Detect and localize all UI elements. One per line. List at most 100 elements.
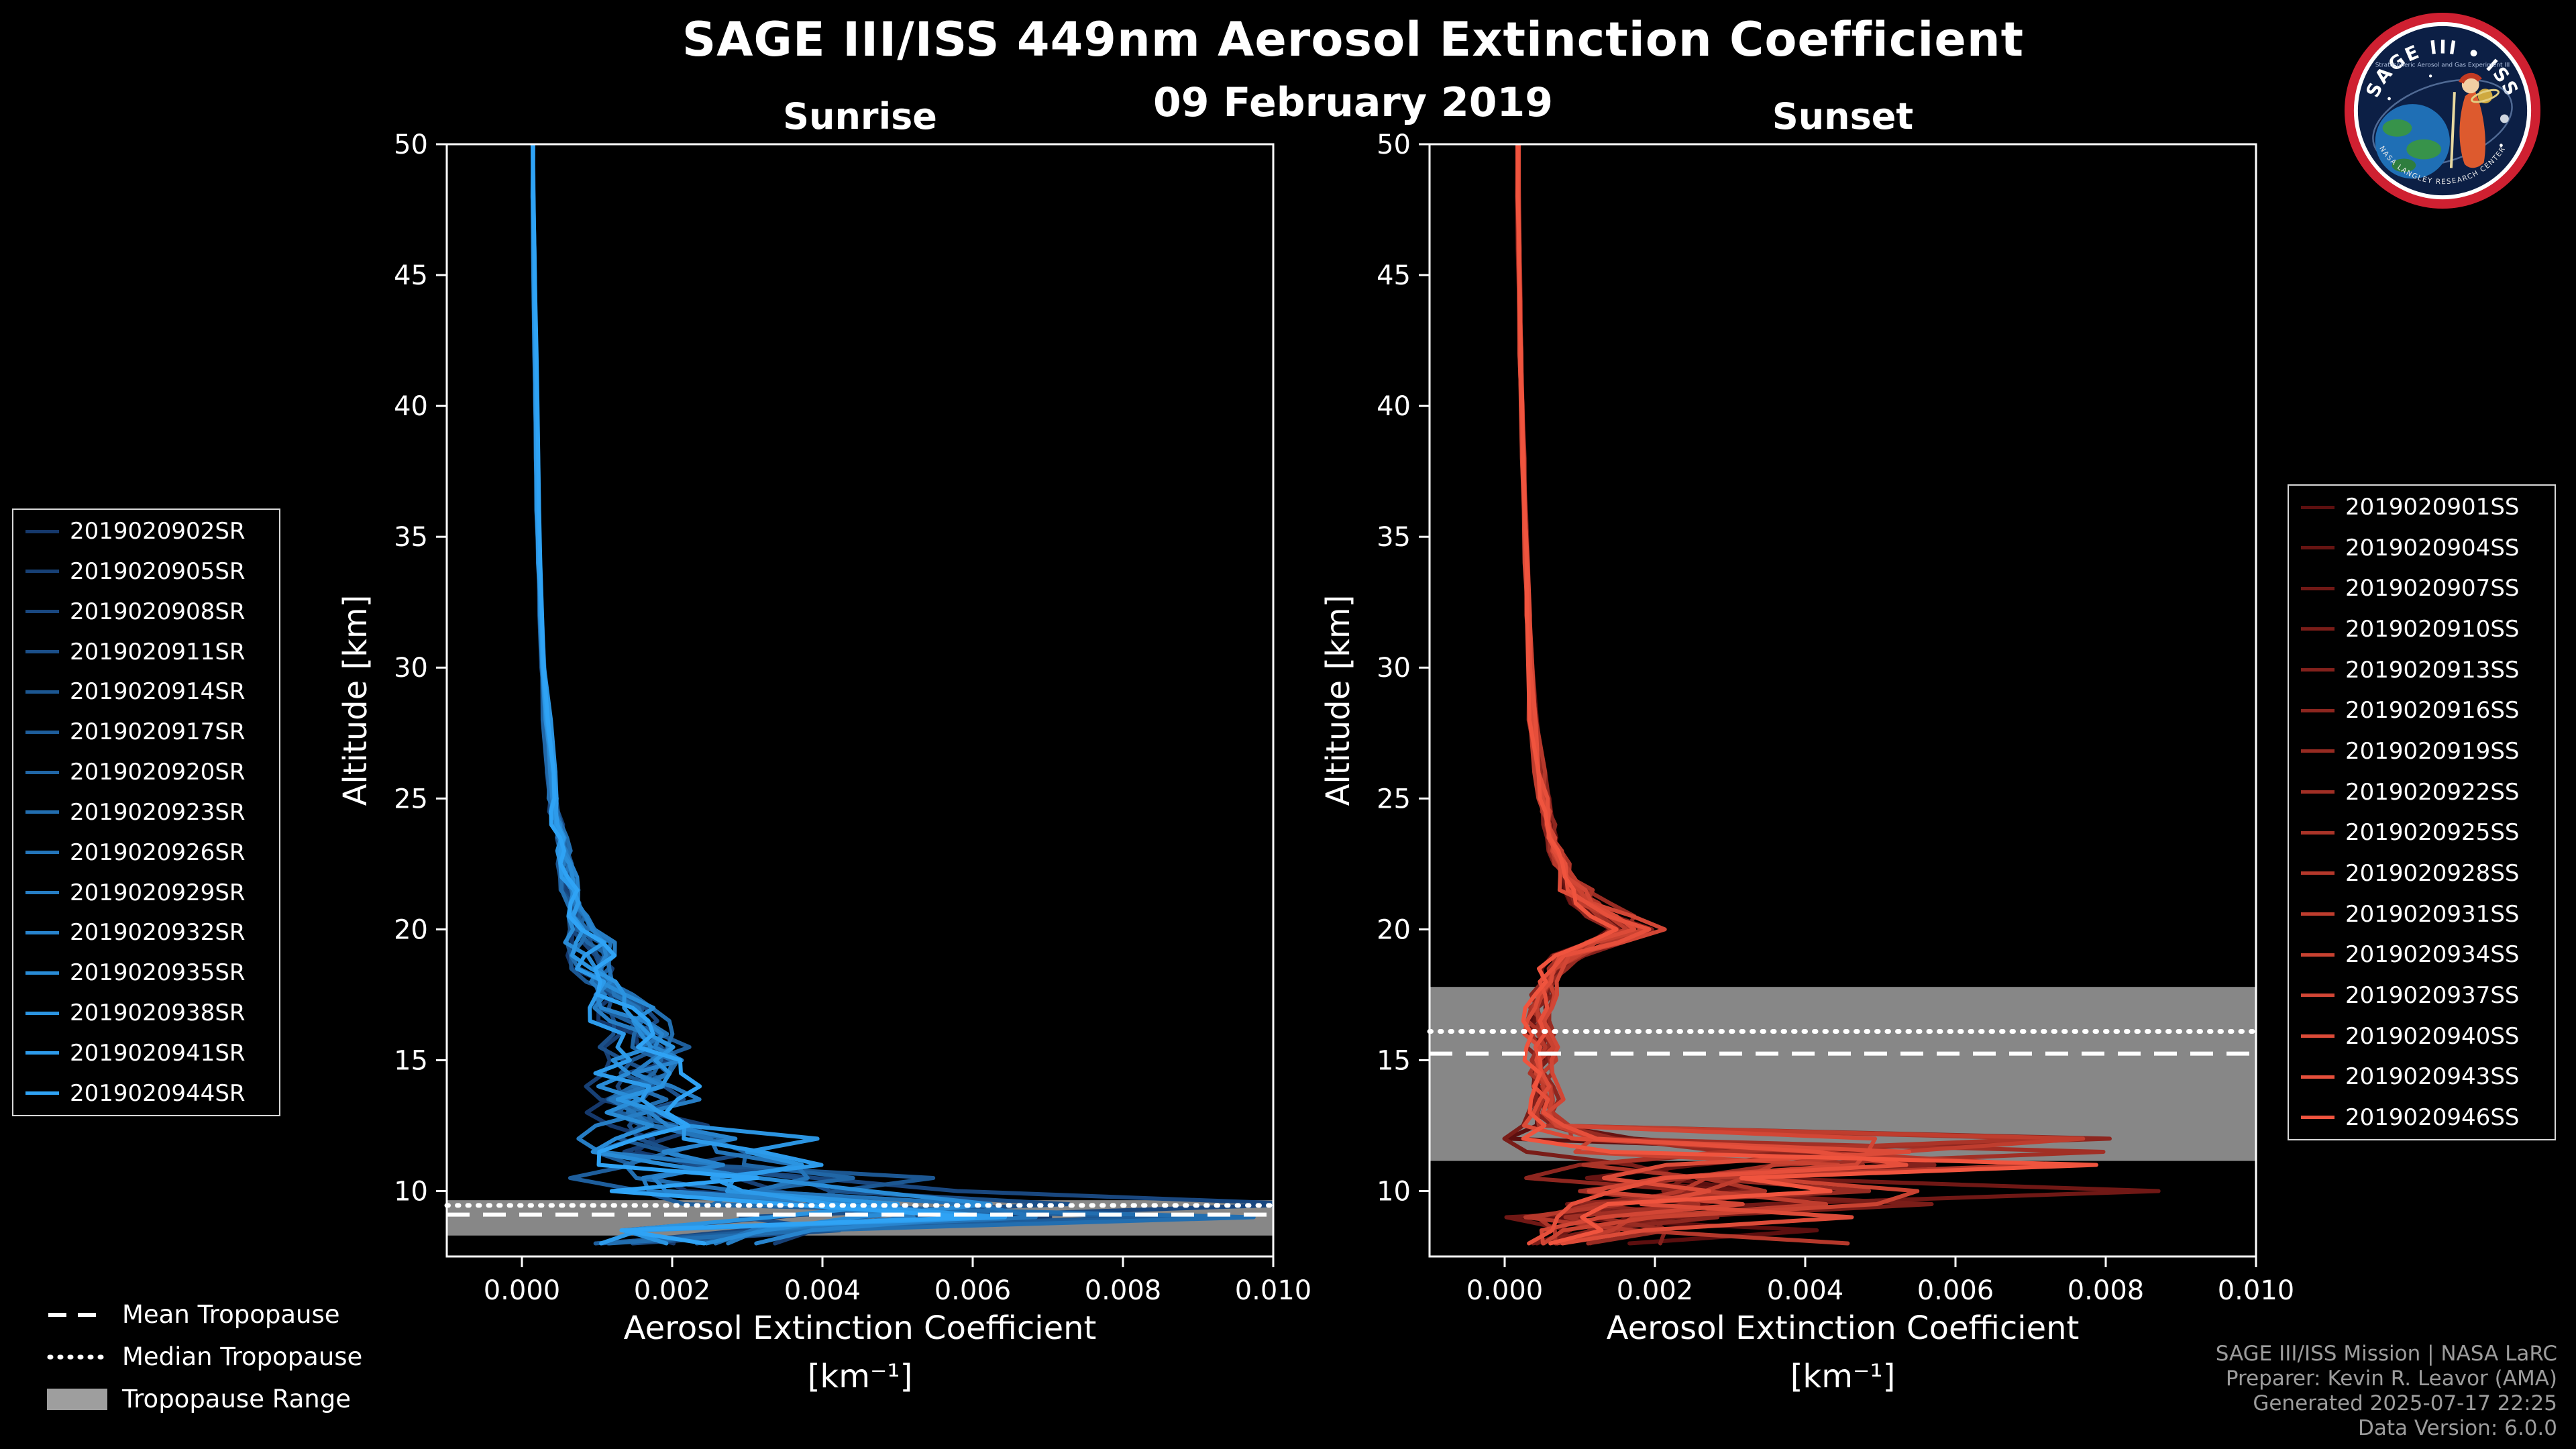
legend-line-swatch	[2301, 994, 2334, 998]
legend-label: 2019020946SS	[2345, 1104, 2520, 1131]
legend-item: 2019020901SS	[2301, 494, 2542, 521]
y-tick-label: 50	[394, 129, 428, 160]
y-tick-label: 20	[394, 914, 428, 945]
legend-line-swatch	[2301, 546, 2334, 550]
profile-line-2019020946SS	[1515, 144, 2098, 1246]
dashed-line-icon	[48, 1312, 106, 1317]
orbit-line-icon	[2372, 78, 2513, 167]
legend-line-swatch	[2301, 871, 2334, 875]
legend-item: 2019020944SR	[25, 1080, 267, 1107]
legend-item: 2019020943SS	[2301, 1063, 2542, 1090]
legend-label: 2019020922SS	[2345, 778, 2520, 806]
profile-line-2019020935SR	[531, 144, 993, 1246]
legend-item: 2019020941SR	[25, 1040, 267, 1067]
y-tick-label: 30	[1377, 653, 1411, 684]
legend-label: 2019020902SR	[70, 518, 246, 545]
legend-item: 2019020907SS	[2301, 575, 2542, 602]
panel-sunrise: 0.000 0.002 0.004 0.006 0.008 0.010 10 15 20 25 30…	[394, 129, 1311, 1306]
legend-item: 2019020917SR	[25, 718, 267, 745]
profile-line-2019020929SR	[531, 144, 916, 1246]
legend-label: 2019020934SS	[2345, 941, 2520, 969]
legend-label: 2019020905SR	[70, 557, 246, 585]
legend-item: 2019020937SS	[2301, 982, 2542, 1009]
profile-line-2019020944SR	[530, 144, 976, 1246]
legend-line-swatch	[2301, 586, 2334, 590]
mean-tropopause-legend-row: Mean Tropopause	[47, 1300, 362, 1329]
legend-label: 2019020938SR	[70, 1000, 246, 1027]
legend-line-swatch	[2301, 708, 2334, 712]
mean-tropopause-label: Mean Tropopause	[122, 1300, 340, 1329]
credits-generated: Generated 2025-07-17 22:25	[2253, 1391, 2557, 1415]
y-tick-label: 35	[1377, 522, 1411, 553]
tropopause-legend: Mean Tropopause Median Tropopause Tropop…	[47, 1300, 362, 1413]
median-tropopause-label: Median Tropopause	[122, 1342, 363, 1371]
x-tick-label: 0.002	[634, 1275, 711, 1306]
y-tick-label: 15	[394, 1045, 428, 1076]
legend-label: 2019020910SS	[2345, 615, 2520, 643]
legend-line-swatch	[25, 1051, 59, 1055]
legend-label: 2019020943SS	[2345, 1063, 2520, 1091]
xlabel-sunrise: Aerosol Extinction Coefficient	[624, 1309, 1097, 1347]
y-tick-label: 40	[394, 391, 428, 422]
legend-line-swatch	[2301, 830, 2334, 835]
legend-item: 2019020940SS	[2301, 1023, 2542, 1050]
legend-label: 2019020901SS	[2345, 494, 2520, 521]
legend-line-swatch	[25, 1011, 59, 1015]
legend-label: 2019020919SS	[2345, 737, 2520, 765]
x-tick-label: 0.008	[1085, 1275, 1162, 1306]
legend-label: 2019020907SS	[2345, 575, 2520, 602]
legend-item: 2019020911SR	[25, 639, 267, 665]
legend-label: 2019020929SR	[70, 879, 246, 906]
x-tick-label: 0.000	[484, 1275, 561, 1306]
legend-item: 2019020905SR	[25, 558, 267, 585]
legend-line-swatch	[25, 529, 59, 533]
legend-line-swatch	[25, 770, 59, 774]
x-tick-label: 0.010	[2218, 1275, 2295, 1306]
legend-line-swatch	[25, 1091, 59, 1095]
y-tick-label: 40	[1377, 391, 1411, 422]
x-tick-label: 0.006	[1917, 1275, 1994, 1306]
legend-item: 2019020904SS	[2301, 535, 2542, 561]
legend-label: 2019020928SS	[2345, 859, 2520, 887]
legend-label: 2019020935SR	[70, 959, 246, 987]
legend-label: 2019020941SR	[70, 1039, 246, 1067]
earth-landmasses	[2382, 119, 2442, 172]
legend-item: 2019020946SS	[2301, 1104, 2542, 1131]
legend-label: 2019020914SR	[70, 678, 246, 706]
legend-item: 2019020923SR	[25, 799, 267, 826]
legend-label: 2019020913SS	[2345, 656, 2520, 684]
legend-line-swatch	[25, 690, 59, 694]
tropopause-range-label: Tropopause Range	[122, 1385, 352, 1413]
legend-line-swatch	[25, 730, 59, 734]
legend-item: 2019020929SR	[25, 879, 267, 906]
profile-line-2019020902SR	[531, 144, 896, 1246]
legend-item: 2019020913SS	[2301, 657, 2542, 684]
sage-iii-iss-logo: SAGE III • ISS Stratospheric Aerosol and…	[2344, 12, 2541, 209]
legend-line-swatch	[2301, 1116, 2334, 1120]
legend-line-swatch	[25, 891, 59, 895]
legend-item: 2019020925SS	[2301, 819, 2542, 846]
legend-item: 2019020919SS	[2301, 738, 2542, 765]
x-tick-label: 0.010	[1235, 1275, 1312, 1306]
moon-icon	[2500, 114, 2509, 123]
legend-sunset: 2019020901SS 2019020904SS 2019020907SS 2019…	[2288, 484, 2556, 1140]
y-tick-label: 10	[394, 1176, 428, 1207]
legend-item: 2019020902SR	[25, 518, 267, 545]
xlabel-sunset: Aerosol Extinction Coefficient	[1607, 1309, 2080, 1347]
y-tick-label: 35	[394, 522, 428, 553]
star-dot	[2428, 74, 2432, 78]
plot-frame	[1428, 143, 2257, 1258]
legend-item: 2019020938SR	[25, 1000, 267, 1026]
y-tick-label: 15	[1377, 1045, 1411, 1076]
legend-line-swatch	[25, 810, 59, 814]
figure-head	[2461, 76, 2479, 94]
y-tick-label: 50	[1377, 129, 1411, 160]
legend-line-swatch	[2301, 668, 2334, 672]
y-tick-label: 45	[1377, 260, 1411, 291]
legend-line-swatch	[25, 650, 59, 654]
legend-label: 2019020940SS	[2345, 1022, 2520, 1050]
legend-label: 2019020925SS	[2345, 819, 2520, 847]
legend-line-swatch	[2301, 627, 2334, 631]
